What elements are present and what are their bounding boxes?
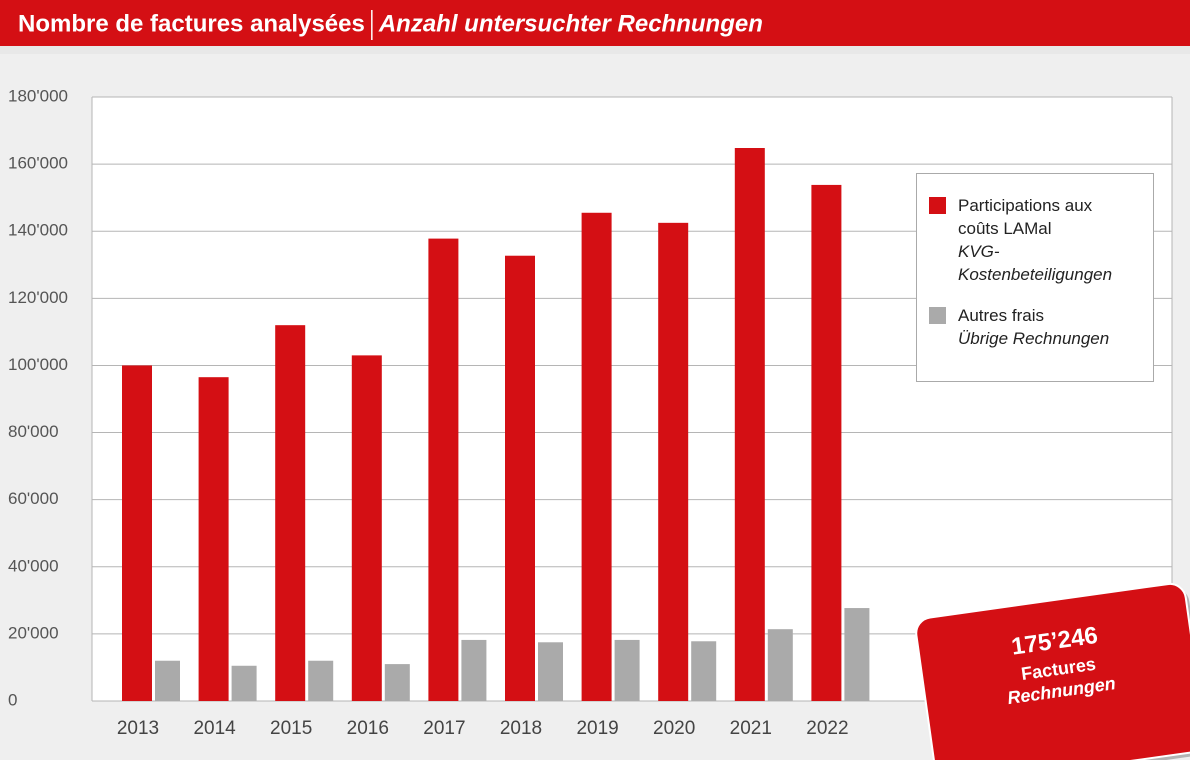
bar (384, 664, 410, 701)
x-tick-label: 2014 (193, 718, 236, 739)
legend-swatch (929, 307, 946, 324)
bar (198, 377, 229, 701)
bar (538, 642, 563, 701)
bar (614, 639, 640, 701)
title-shadow (0, 46, 1190, 54)
legend-label: Participations aux coûts LAMal (958, 196, 1093, 238)
x-tick-label: 2020 (653, 718, 695, 739)
legend: Participations aux coûts LAMal KVG-Kosten… (916, 173, 1154, 382)
y-tick-label: 40'000 (8, 556, 59, 575)
legend-swatch (929, 197, 946, 214)
bar (811, 184, 842, 702)
bar (351, 355, 382, 701)
title-band (0, 0, 1190, 46)
bar (844, 608, 870, 701)
bar (308, 660, 334, 701)
bar (155, 660, 180, 701)
bar (231, 665, 257, 701)
badge-card (915, 582, 1190, 760)
chart-title: Nombre de factures analysées (18, 10, 365, 37)
legend-label-translation: Übrige Rechnungen (958, 329, 1110, 348)
y-tick-label: 140'000 (8, 221, 68, 240)
bar (428, 238, 459, 702)
x-tick-label: 2019 (576, 718, 618, 739)
bar (691, 641, 717, 701)
legend-text: Autres frais Übrige Rechnungen (958, 304, 1138, 350)
bar (505, 255, 535, 701)
x-tick-label: 2016 (347, 718, 389, 739)
legend-text: Participations aux coûts LAMal KVG-Kosten… (958, 194, 1138, 286)
bar (461, 639, 487, 701)
bar (581, 212, 612, 701)
x-tick-label: 2017 (423, 718, 465, 739)
y-tick-label: 0 (8, 690, 17, 709)
x-tick-label: 2018 (500, 718, 542, 739)
x-tick-label: 2021 (730, 718, 772, 739)
y-tick-label: 60'000 (8, 489, 59, 508)
y-tick-label: 20'000 (8, 623, 59, 642)
bar (658, 222, 689, 702)
y-tick-label: 180'000 (8, 86, 68, 105)
y-tick-label: 80'000 (8, 422, 59, 441)
bar (275, 325, 306, 701)
legend-label-translation: KVG-Kostenbeteiligungen (958, 242, 1113, 284)
x-tick-label: 2013 (117, 718, 159, 739)
bar (122, 365, 152, 701)
legend-entry: Autres frais Übrige Rechnungen (929, 304, 1141, 350)
x-tick-label: 2015 (270, 718, 312, 739)
legend-entry: Participations aux coûts LAMal KVG-Kosten… (929, 194, 1141, 286)
y-tick-label: 120'000 (8, 288, 68, 307)
bar (767, 629, 793, 701)
legend-label: Autres frais (958, 306, 1044, 325)
y-tick-label: 100'000 (8, 355, 68, 374)
chart-subtitle: Anzahl untersuchter Rechnungen (378, 10, 763, 37)
x-tick-label: 2022 (806, 718, 848, 739)
y-tick-label: 160'000 (8, 154, 68, 173)
bar (734, 148, 765, 701)
